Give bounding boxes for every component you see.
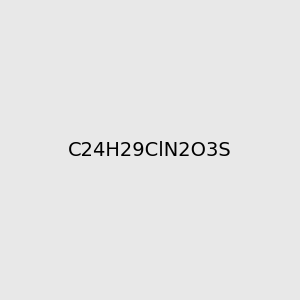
- Text: C24H29ClN2O3S: C24H29ClN2O3S: [68, 140, 232, 160]
